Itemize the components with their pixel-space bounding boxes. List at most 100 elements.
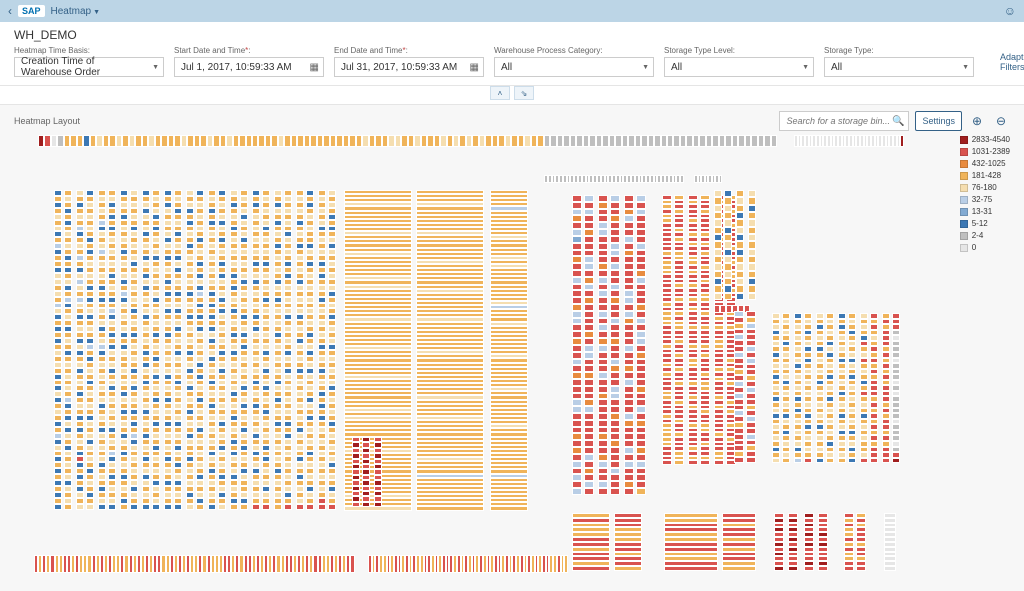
storage-bin[interactable] — [714, 227, 722, 234]
storage-bin[interactable] — [572, 481, 582, 488]
storage-bin[interactable] — [572, 250, 582, 257]
storage-bin[interactable] — [724, 197, 732, 204]
storage-bin[interactable] — [870, 458, 878, 464]
storage-bin[interactable] — [624, 461, 634, 468]
adapt-filters-link[interactable]: Adapt Filters — [1000, 52, 1024, 72]
storage-bin[interactable] — [584, 365, 594, 372]
storage-type-select[interactable]: All ▼ — [824, 57, 974, 77]
storage-bin[interactable] — [624, 250, 634, 257]
storage-strip[interactable] — [844, 513, 854, 571]
storage-strip[interactable] — [860, 313, 868, 463]
storage-bin[interactable] — [572, 420, 582, 427]
storage-bin[interactable] — [610, 393, 620, 400]
storage-bin[interactable] — [584, 468, 594, 475]
storage-strip[interactable] — [892, 313, 900, 463]
storage-bin[interactable] — [688, 460, 698, 465]
settings-button[interactable]: Settings — [915, 111, 962, 131]
storage-bin[interactable] — [598, 311, 608, 318]
storage-bin[interactable] — [572, 290, 582, 297]
storage-strip[interactable] — [174, 190, 182, 510]
storage-bin[interactable] — [734, 457, 744, 463]
storage-strip[interactable] — [724, 190, 732, 300]
storage-bin[interactable] — [610, 488, 620, 495]
storage-bin[interactable] — [610, 427, 620, 434]
storage-bin[interactable] — [490, 506, 528, 510]
storage-bin[interactable] — [598, 222, 608, 229]
storage-bin[interactable] — [748, 205, 756, 212]
storage-bin[interactable] — [610, 243, 620, 250]
storage-bin[interactable] — [736, 205, 744, 212]
storage-bin[interactable] — [186, 504, 194, 510]
storage-bin[interactable] — [584, 352, 594, 359]
storage-bin[interactable] — [610, 250, 620, 257]
storage-bin[interactable] — [572, 243, 582, 250]
storage-bin[interactable] — [624, 311, 634, 318]
storage-strip[interactable] — [746, 311, 756, 463]
storage-bin[interactable] — [120, 504, 128, 510]
storage-bin[interactable] — [624, 406, 634, 413]
storage-strip[interactable] — [108, 190, 116, 510]
storage-bin[interactable] — [318, 504, 326, 510]
storage-strip[interactable] — [856, 513, 866, 571]
storage-bin[interactable] — [636, 222, 646, 229]
storage-bin[interactable] — [610, 399, 620, 406]
storage-bin[interactable] — [724, 256, 732, 263]
storage-bin[interactable] — [772, 458, 780, 464]
storage-bin[interactable] — [64, 504, 72, 510]
storage-bin[interactable] — [900, 135, 904, 147]
storage-bin[interactable] — [610, 468, 620, 475]
storage-strip[interactable] — [120, 190, 128, 510]
storage-bin[interactable] — [572, 461, 582, 468]
storage-bin[interactable] — [624, 324, 634, 331]
storage-bin[interactable] — [584, 209, 594, 216]
storage-bin[interactable] — [610, 270, 620, 277]
storage-bin[interactable] — [584, 263, 594, 270]
storage-bin[interactable] — [624, 270, 634, 277]
heatmap-canvas[interactable] — [14, 135, 1010, 591]
search-field[interactable]: 🔍 — [779, 111, 909, 131]
storage-bin[interactable] — [572, 352, 582, 359]
storage-bin[interactable] — [624, 481, 634, 488]
storage-bin[interactable] — [636, 304, 646, 311]
storage-bin[interactable] — [598, 209, 608, 216]
storage-bin[interactable] — [572, 365, 582, 372]
storage-bin[interactable] — [816, 458, 824, 464]
storage-strip[interactable] — [700, 195, 710, 465]
storage-bin[interactable] — [598, 372, 608, 379]
storage-bin[interactable] — [572, 222, 582, 229]
storage-strip[interactable] — [782, 313, 790, 463]
storage-bin[interactable] — [636, 488, 646, 495]
storage-bin[interactable] — [714, 285, 722, 292]
storage-bin[interactable] — [610, 229, 620, 236]
storage-bin[interactable] — [584, 338, 594, 345]
storage-bin[interactable] — [584, 393, 594, 400]
storage-bin[interactable] — [572, 195, 582, 202]
storage-bin[interactable] — [610, 379, 620, 386]
storage-strip[interactable] — [64, 190, 72, 510]
storage-strip[interactable] — [38, 135, 778, 147]
storage-bin[interactable] — [724, 212, 732, 219]
storage-bin[interactable] — [636, 433, 646, 440]
storage-bin[interactable] — [598, 440, 608, 447]
storage-bin[interactable] — [572, 433, 582, 440]
storage-bin[interactable] — [98, 504, 106, 510]
storage-bin[interactable] — [598, 202, 608, 209]
storage-bin[interactable] — [714, 249, 722, 256]
storage-bin[interactable] — [884, 566, 896, 571]
storage-bin[interactable] — [748, 234, 756, 241]
storage-bin[interactable] — [724, 249, 732, 256]
storage-bin[interactable] — [610, 359, 620, 366]
storage-bin[interactable] — [610, 215, 620, 222]
storage-bin[interactable] — [584, 222, 594, 229]
storage-strip[interactable] — [714, 305, 750, 313]
storage-bin[interactable] — [598, 420, 608, 427]
storage-bin[interactable] — [572, 468, 582, 475]
storage-bin[interactable] — [610, 406, 620, 413]
storage-bin[interactable] — [610, 372, 620, 379]
user-icon[interactable]: ☺ — [1004, 4, 1016, 18]
end-date-input[interactable]: Jul 31, 2017, 10:59:33 AM ▦ — [334, 57, 484, 77]
storage-bin[interactable] — [598, 433, 608, 440]
storage-bin[interactable] — [572, 311, 582, 318]
storage-bin[interactable] — [218, 504, 226, 510]
time-basis-select[interactable]: Creation Time of Warehouse Order ▼ — [14, 57, 164, 77]
